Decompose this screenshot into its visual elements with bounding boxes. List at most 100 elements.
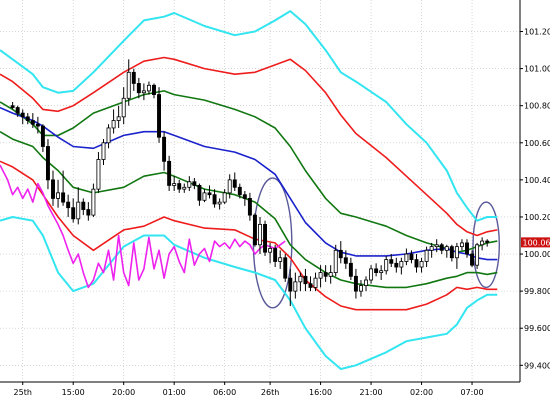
candle-body — [111, 120, 116, 129]
candle-body — [283, 257, 288, 279]
candle-body — [232, 179, 237, 188]
candle-body — [384, 259, 389, 272]
candle-body — [91, 188, 96, 216]
candle-body — [192, 181, 197, 186]
candle-body — [343, 257, 348, 264]
candle-body — [444, 246, 449, 251]
candle-body — [101, 142, 106, 160]
x-tick-label: 02:00 — [410, 388, 433, 397]
candle-body — [278, 257, 283, 262]
candle-body — [475, 244, 480, 266]
candle-body — [96, 159, 101, 190]
candle-body — [71, 207, 76, 220]
candle-body — [20, 112, 25, 118]
candle-body — [247, 198, 252, 216]
y-tick-label: 100.600 — [524, 139, 550, 148]
candle-body — [25, 116, 30, 121]
candle-body — [141, 90, 146, 94]
candle-body — [364, 279, 368, 286]
y-tick-label: 101.200 — [524, 28, 550, 37]
candle-body — [313, 277, 318, 288]
candle-body — [323, 272, 328, 277]
candle-body — [56, 192, 61, 199]
y-tick-label: 100.200 — [524, 213, 550, 222]
candle-body — [348, 262, 353, 277]
candle-body — [81, 201, 86, 210]
candle-body — [202, 192, 207, 201]
y-tick-label: 99.600 — [524, 324, 550, 333]
candle-body — [217, 201, 222, 205]
candle-body — [177, 183, 182, 190]
candle-body — [15, 107, 20, 114]
candle-body — [167, 160, 172, 186]
candle-body — [273, 248, 278, 262]
candle-body — [293, 281, 298, 292]
candle-body — [242, 194, 247, 199]
candle-body — [465, 242, 469, 255]
candle-body — [237, 186, 242, 196]
candle-body — [258, 223, 262, 246]
candle-body — [409, 253, 414, 261]
current-price-label: 100.063 — [523, 238, 550, 247]
x-tick-label: 01:00 — [163, 388, 186, 397]
candle-body — [252, 214, 257, 246]
candle-body — [157, 94, 161, 138]
y-tick-label: 100.400 — [524, 176, 550, 185]
candle-body — [485, 240, 490, 243]
y-tick-label: 99.400 — [524, 361, 550, 370]
x-tick-label: 26th — [261, 388, 279, 397]
candle-body — [470, 253, 475, 266]
y-tick-label: 100.800 — [524, 102, 550, 111]
candle-body — [35, 123, 40, 127]
candle-body — [394, 262, 399, 268]
highlight-ellipse — [472, 201, 501, 289]
x-tick-label: 15:00 — [62, 388, 85, 397]
series-bb-minus1 — [0, 131, 498, 289]
candle-body — [30, 120, 35, 125]
candle-body — [263, 223, 268, 253]
candle-body — [227, 179, 232, 194]
candle-body — [419, 261, 424, 268]
candle-body — [116, 116, 121, 121]
candle-body — [353, 275, 358, 292]
candle-body — [131, 71, 136, 84]
candle-body — [434, 244, 439, 248]
candle-body — [480, 240, 485, 246]
candle-body — [61, 192, 66, 203]
candle-body — [288, 277, 293, 292]
candle-body — [369, 268, 374, 281]
candle-body — [338, 249, 343, 259]
candle-body — [207, 192, 212, 196]
series-bb-plus3 — [0, 10, 498, 222]
candle-body — [328, 272, 333, 277]
candle-body — [66, 201, 71, 209]
x-tick-label: 07:00 — [461, 388, 484, 397]
candle-body — [424, 249, 429, 262]
candle-body — [429, 246, 434, 251]
y-tick-label: 101.000 — [524, 65, 550, 74]
candle-body — [449, 246, 454, 259]
candle-body — [86, 209, 91, 216]
x-tick-label: 06:00 — [213, 388, 236, 397]
candle-body — [389, 259, 394, 264]
candle-body — [45, 146, 50, 181]
series-lagging-span — [0, 164, 286, 289]
candle-body — [404, 253, 409, 262]
candle-body — [136, 83, 141, 94]
candle-body — [152, 84, 156, 95]
candle-body — [121, 97, 126, 118]
candle-body — [162, 136, 167, 162]
x-tick-label: 21:00 — [360, 388, 383, 397]
candle-body — [10, 105, 15, 108]
series-bb-minus2 — [0, 160, 498, 311]
candle-body — [414, 259, 419, 268]
x-tick-label: 20:00 — [112, 388, 135, 397]
candle-body — [318, 272, 323, 279]
candle-body — [333, 249, 338, 273]
candle-body — [212, 194, 217, 205]
x-tick-label: 25th — [14, 388, 32, 397]
candle-body — [197, 185, 202, 201]
